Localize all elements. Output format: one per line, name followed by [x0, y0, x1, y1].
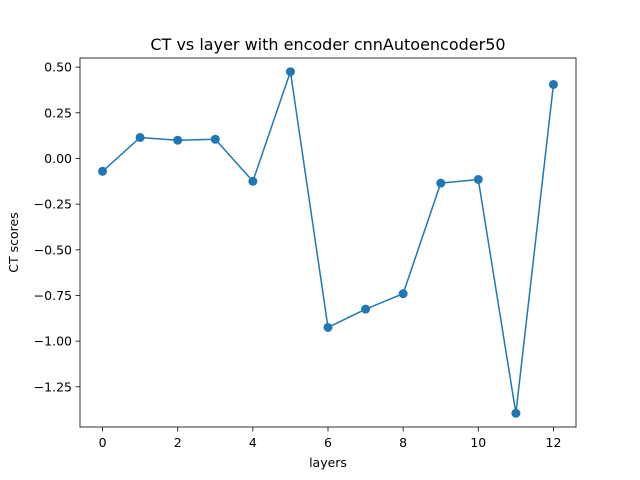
- data-point: [98, 166, 108, 176]
- x-tick-label: 8: [399, 435, 407, 450]
- x-tick-label: 4: [249, 435, 257, 450]
- y-axis-label: CT scores: [6, 212, 21, 272]
- y-tick-label: −1.25: [34, 379, 72, 394]
- x-tick-label: 12: [546, 435, 562, 450]
- chart-title: CT vs layer with encoder cnnAutoencoder5…: [150, 35, 505, 54]
- data-point: [135, 132, 145, 142]
- data-point: [398, 289, 408, 299]
- x-tick-label: 0: [99, 435, 107, 450]
- data-point: [173, 135, 183, 145]
- data-point: [323, 322, 333, 332]
- y-tick-label: −1.00: [34, 334, 72, 349]
- y-tick-label: 0.00: [44, 151, 72, 166]
- data-point: [248, 176, 258, 186]
- x-tick-label: 6: [324, 435, 332, 450]
- data-point: [473, 174, 483, 184]
- x-tick-label: 10: [470, 435, 486, 450]
- y-tick-label: 0.50: [44, 60, 72, 75]
- x-axis-label: layers: [309, 455, 347, 470]
- y-tick-label: −0.75: [34, 288, 72, 303]
- data-point: [361, 304, 371, 314]
- data-point: [511, 408, 521, 418]
- y-tick-label: −0.25: [34, 197, 72, 212]
- y-tick-label: −0.50: [34, 242, 72, 257]
- x-tick-label: 2: [174, 435, 182, 450]
- data-point: [285, 67, 295, 77]
- data-point: [210, 134, 220, 144]
- axes-frame: [79, 57, 577, 428]
- plot-area: 0 2 4 6 8 10 12 0.50 0.25 0.00 −0.25 −0.50 −0.75 −1.0…: [34, 60, 562, 450]
- y-tick-label: 0.25: [44, 105, 72, 120]
- data-point: [436, 178, 446, 188]
- data-point: [548, 79, 558, 89]
